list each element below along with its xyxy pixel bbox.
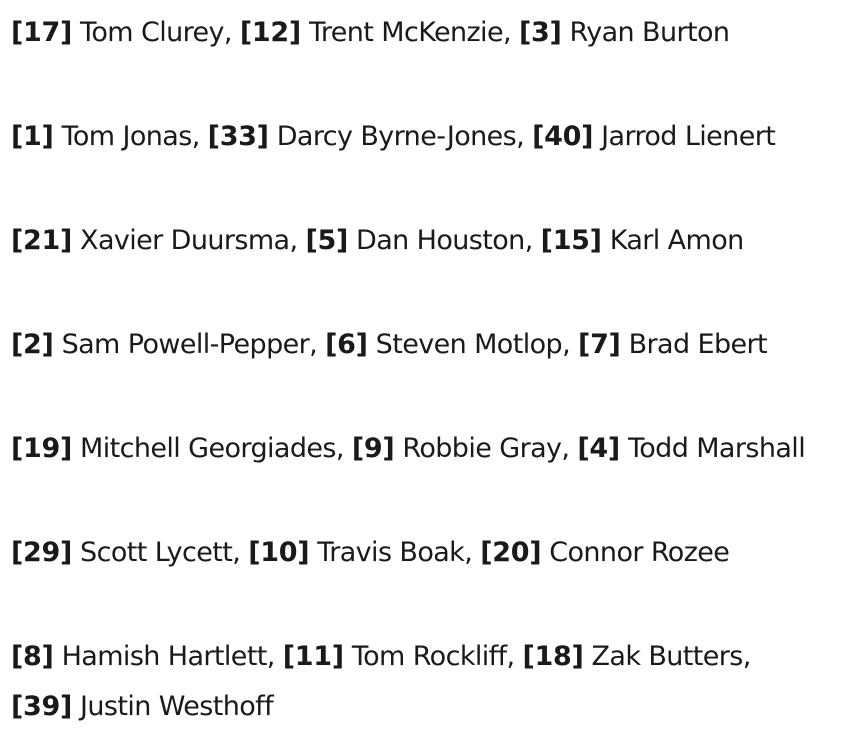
player-number: [19] — [11, 433, 73, 464]
player-name: Travis Boak — [317, 537, 465, 568]
player-name: Scott Lycett — [80, 537, 233, 568]
player-name: Trent McKenzie — [308, 17, 504, 48]
player-number: [15] — [540, 225, 602, 256]
player-number: [3] — [518, 17, 562, 48]
player-number: [9] — [351, 433, 395, 464]
player-number: [4] — [577, 433, 620, 464]
player-name: Hamish Hartlett — [61, 641, 268, 672]
player-number: [21] — [11, 225, 73, 256]
player-number: [6] — [325, 329, 368, 360]
player-number: [10] — [248, 537, 310, 568]
lineup-line: [1] Tom Jonas, [33] Darcy Byrne-Jones, [… — [11, 121, 776, 152]
player-name: Karl Amon — [609, 225, 745, 256]
player-number: [29] — [11, 537, 73, 568]
player-number: [8] — [11, 641, 54, 672]
player-number: [40] — [532, 121, 594, 152]
player-number: [5] — [305, 225, 349, 256]
player-name: Tom Clurey — [80, 17, 224, 48]
player-name: Brad Ebert — [628, 329, 768, 360]
player-number: [12] — [239, 17, 301, 48]
lineup-line: [2] Sam Powell-Pepper, [6] Steven Motlop… — [11, 329, 768, 360]
player-name: Dan Houston — [356, 225, 525, 256]
lineup-line: [17] Tom Clurey, [12] Trent McKenzie, [3… — [11, 17, 730, 48]
player-number: [20] — [480, 537, 542, 568]
player-name: Ryan Burton — [569, 17, 730, 48]
player-number: [39] — [11, 691, 73, 722]
player-name: Justin Westhoff — [80, 691, 274, 722]
player-name: Jarrod Lienert — [601, 121, 776, 152]
lineup-line: [29] Scott Lycett, [10] Travis Boak, [20… — [11, 537, 730, 568]
player-number: [1] — [11, 121, 54, 152]
player-name: Mitchell Georgiades — [80, 433, 336, 464]
player-name: Robbie Gray — [402, 433, 562, 464]
player-number: [17] — [11, 17, 73, 48]
player-number: [18] — [522, 641, 584, 672]
player-name: Tom Rockliff — [351, 641, 507, 672]
player-name: Connor Rozee — [549, 537, 730, 568]
player-name: Xavier Duursma — [80, 225, 290, 256]
player-number: [33] — [207, 121, 269, 152]
player-name: Zak Butters — [591, 641, 744, 672]
lineup-line: [8] Hamish Hartlett, [11] Tom Rockliff, … — [11, 641, 751, 722]
player-name: Darcy Byrne-Jones — [276, 121, 517, 152]
player-number: [11] — [282, 641, 344, 672]
player-name: Sam Powell-Pepper — [61, 329, 310, 360]
player-name: Todd Marshall — [627, 433, 806, 464]
player-number: [7] — [578, 329, 621, 360]
team-lineup: [17] Tom Clurey, [12] Trent McKenzie, [3… — [11, 17, 806, 722]
player-number: [2] — [11, 329, 54, 360]
lineup-line: [19] Mitchell Georgiades, [9] Robbie Gra… — [11, 433, 806, 464]
player-name: Steven Motlop — [375, 329, 563, 360]
lineup-line: [21] Xavier Duursma, [5] Dan Houston, [1… — [11, 225, 745, 256]
player-name: Tom Jonas — [61, 121, 193, 152]
